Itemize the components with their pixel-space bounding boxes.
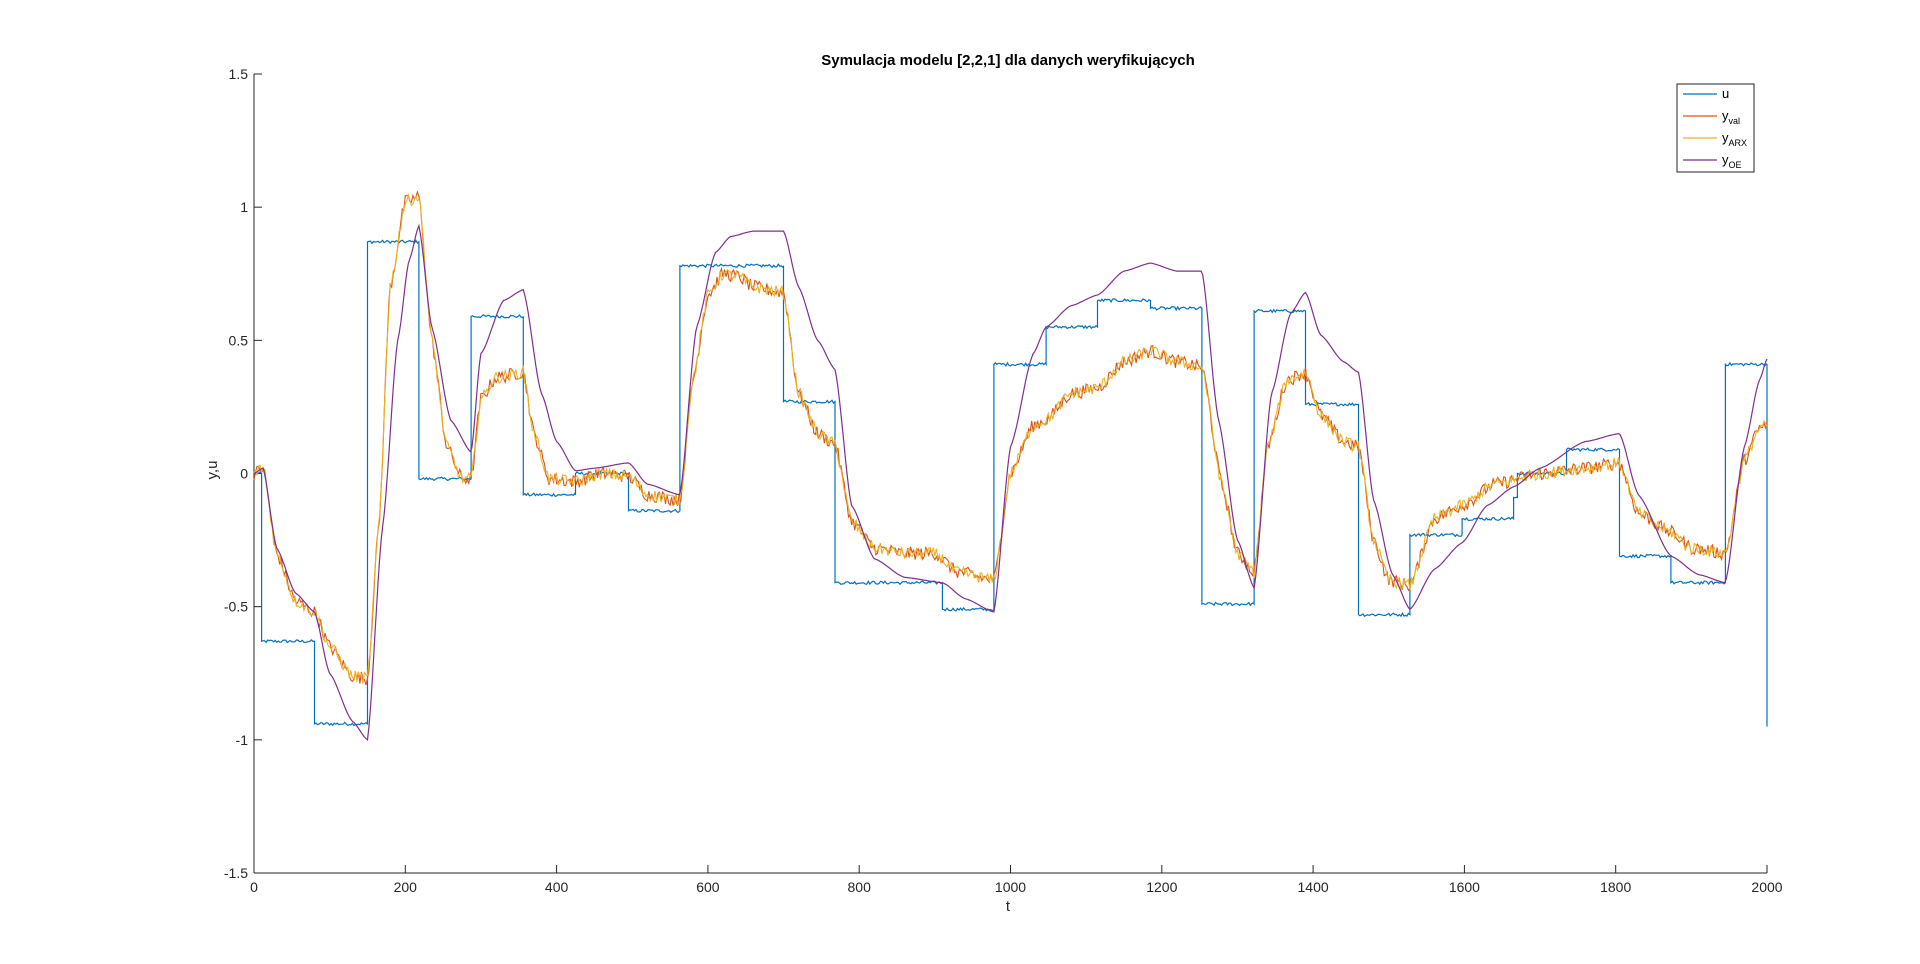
y-tick-label: 0 — [240, 466, 248, 482]
legend-label-sub: OE — [1729, 160, 1742, 170]
legend-label: yval — [1722, 108, 1740, 126]
x-tick-label: 1000 — [995, 879, 1026, 895]
legend-label-base: u — [1722, 86, 1729, 101]
legend-label: u — [1722, 86, 1729, 101]
y-axis-label: y,u — [204, 461, 221, 480]
x-tick-label: 1600 — [1449, 879, 1480, 895]
series-layer — [253, 190, 1768, 741]
y-tick-label: 0.5 — [229, 332, 249, 348]
x-tick-label: 1400 — [1298, 879, 1329, 895]
legend-label-sub: ARX — [1729, 138, 1748, 148]
series-y-arx-line — [253, 192, 1768, 684]
legend-label-base: y — [1722, 152, 1729, 167]
legend-label: yARX — [1722, 130, 1747, 148]
legend-label-sub: val — [1729, 116, 1741, 126]
x-tick-label: 200 — [394, 879, 418, 895]
y-tick-label: -0.5 — [224, 599, 248, 615]
series-y-oe-line — [253, 223, 1768, 741]
legend-box — [1676, 83, 1755, 173]
legend-label-base: y — [1722, 130, 1729, 145]
y-tick-label: -1.5 — [224, 865, 248, 881]
y-tick-label: 1.5 — [229, 66, 249, 82]
y-tick-label: -1 — [236, 732, 249, 748]
x-tick-label: 800 — [848, 879, 872, 895]
legend-label: yOE — [1722, 152, 1742, 170]
x-tick-label: 600 — [696, 879, 720, 895]
plot-area: 0 200 400 600 800 1000 1200 1400 1600 1800 2000 -1… — [224, 66, 1783, 895]
x-ticks: 0 200 400 600 800 1000 1200 1400 1600 1800 2000 — [250, 865, 1783, 895]
x-tick-label: 400 — [545, 879, 569, 895]
series-u-line — [253, 239, 1768, 727]
chart-title: Symulacja modelu [2,2,1] dla danych wery… — [821, 52, 1194, 69]
x-tick-label: 1800 — [1600, 879, 1631, 895]
x-axis-label: t — [1006, 898, 1011, 915]
legend-label-base: y — [1722, 108, 1729, 123]
x-tick-label: 0 — [250, 879, 258, 895]
y-tick-label: 1 — [240, 199, 248, 215]
x-tick-label: 2000 — [1751, 879, 1782, 895]
x-tick-label: 1200 — [1146, 879, 1177, 895]
